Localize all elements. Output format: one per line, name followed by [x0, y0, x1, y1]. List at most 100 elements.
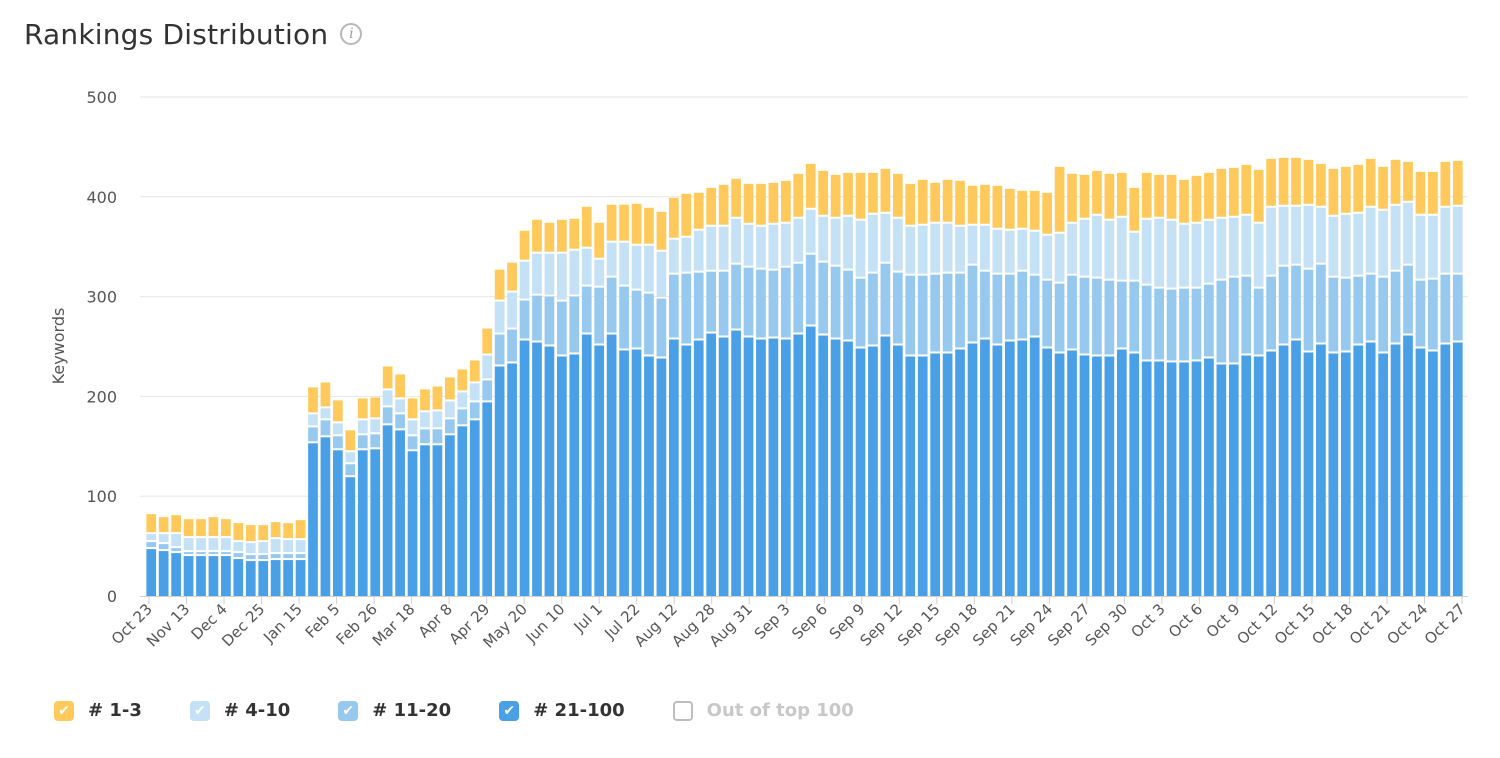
bar-segment[interactable] — [1253, 169, 1264, 222]
bar-segment[interactable] — [158, 534, 169, 543]
bar-segment[interactable] — [395, 399, 405, 413]
bar-segment[interactable] — [1092, 356, 1102, 596]
bar-segment[interactable] — [1129, 187, 1140, 231]
bar-segment[interactable] — [668, 197, 679, 238]
bar-segment[interactable] — [1253, 223, 1264, 287]
legend-item[interactable]: ✔ # 11-20 — [338, 700, 451, 721]
bar-segment[interactable] — [1316, 207, 1326, 263]
checkbox-checked-icon[interactable]: ✔ — [54, 700, 74, 721]
bar-segment[interactable] — [221, 552, 231, 555]
bar-segment[interactable] — [320, 408, 331, 419]
bar-segment[interactable] — [432, 445, 443, 596]
bar-segment[interactable] — [1403, 161, 1413, 201]
bar-segment[interactable] — [718, 226, 729, 270]
bar-segment[interactable] — [581, 248, 592, 285]
bar-segment[interactable] — [1440, 161, 1451, 206]
bar-segment[interactable] — [967, 343, 978, 596]
bar-segment[interactable] — [917, 356, 928, 596]
bar-segment[interactable] — [880, 213, 891, 262]
bar-segment[interactable] — [1079, 277, 1090, 354]
bar-segment[interactable] — [507, 292, 517, 328]
bar-segment[interactable] — [955, 349, 965, 596]
bar-segment[interactable] — [1166, 362, 1177, 596]
bar-segment[interactable] — [1179, 179, 1189, 223]
bar-segment[interactable] — [992, 185, 1003, 228]
bar-segment[interactable] — [407, 436, 418, 450]
bar-segment[interactable] — [183, 519, 194, 537]
bar-segment[interactable] — [992, 274, 1003, 344]
bar-segment[interactable] — [233, 523, 244, 541]
bar-segment[interactable] — [1067, 223, 1077, 274]
bar-segment[interactable] — [258, 555, 269, 560]
bar-segment[interactable] — [606, 204, 617, 241]
bar-segment[interactable] — [171, 553, 181, 596]
bar-segment[interactable] — [333, 450, 343, 596]
bar-segment[interactable] — [445, 401, 455, 418]
bar-segment[interactable] — [718, 184, 729, 225]
bar-segment[interactable] — [1291, 265, 1301, 339]
bar-segment[interactable] — [1141, 172, 1152, 218]
bar-segment[interactable] — [855, 172, 866, 219]
bar-segment[interactable] — [743, 224, 754, 266]
bar-segment[interactable] — [594, 345, 605, 597]
bar-segment[interactable] — [1228, 364, 1239, 596]
bar-segment[interactable] — [942, 353, 953, 596]
bar-segment[interactable] — [196, 556, 206, 596]
bar-segment[interactable] — [1017, 229, 1028, 270]
bar-segment[interactable] — [793, 218, 804, 262]
bar-segment[interactable] — [221, 519, 231, 537]
bar-segment[interactable] — [731, 178, 741, 217]
bar-segment[interactable] — [955, 273, 965, 348]
bar-segment[interactable] — [880, 336, 891, 596]
bar-segment[interactable] — [544, 296, 555, 345]
bar-segment[interactable] — [1079, 355, 1090, 596]
bar-segment[interactable] — [980, 184, 990, 224]
bar-segment[interactable] — [1004, 341, 1015, 596]
bar-segment[interactable] — [519, 300, 530, 339]
bar-segment[interactable] — [283, 540, 293, 553]
bar-segment[interactable] — [1390, 205, 1401, 270]
bar-segment[interactable] — [619, 350, 629, 596]
bar-segment[interactable] — [308, 414, 318, 426]
bar-segment[interactable] — [146, 542, 157, 548]
bar-segment[interactable] — [1303, 269, 1314, 351]
bar-segment[interactable] — [805, 163, 816, 208]
bar-segment[interactable] — [333, 423, 343, 435]
bar-segment[interactable] — [569, 218, 580, 249]
bar-segment[interactable] — [1104, 173, 1115, 219]
bar-segment[interactable] — [1390, 159, 1401, 204]
bar-segment[interactable] — [718, 337, 729, 596]
bar-segment[interactable] — [557, 301, 567, 355]
bar-segment[interactable] — [519, 261, 530, 299]
bar-segment[interactable] — [233, 559, 244, 596]
bar-segment[interactable] — [1378, 277, 1388, 352]
bar-segment[interactable] — [681, 193, 692, 236]
bar-segment[interactable] — [1067, 275, 1077, 349]
bar-segment[interactable] — [208, 552, 219, 555]
bar-segment[interactable] — [1440, 344, 1451, 597]
bar-segment[interactable] — [1004, 274, 1015, 340]
bar-segment[interactable] — [631, 203, 642, 244]
bar-segment[interactable] — [1179, 362, 1189, 596]
bar-segment[interactable] — [706, 187, 717, 225]
bar-segment[interactable] — [357, 450, 368, 596]
bar-segment[interactable] — [1440, 274, 1451, 343]
bar-segment[interactable] — [482, 355, 493, 379]
bar-segment[interactable] — [469, 420, 480, 596]
bar-segment[interactable] — [320, 382, 331, 407]
bar-segment[interactable] — [1291, 206, 1301, 264]
bar-segment[interactable] — [1303, 205, 1314, 268]
bar-segment[interactable] — [868, 273, 878, 345]
bar-segment[interactable] — [1092, 215, 1102, 277]
bar-segment[interactable] — [1266, 207, 1276, 275]
bar-segment[interactable] — [631, 245, 642, 289]
bar-segment[interactable] — [818, 216, 829, 261]
bar-segment[interactable] — [557, 253, 567, 300]
bar-segment[interactable] — [1141, 285, 1152, 360]
bar-segment[interactable] — [158, 544, 169, 550]
bar-segment[interactable] — [1428, 171, 1438, 214]
bar-segment[interactable] — [768, 270, 779, 337]
bar-segment[interactable] — [146, 534, 157, 541]
bar-segment[interactable] — [942, 179, 953, 222]
bar-segment[interactable] — [333, 436, 343, 449]
